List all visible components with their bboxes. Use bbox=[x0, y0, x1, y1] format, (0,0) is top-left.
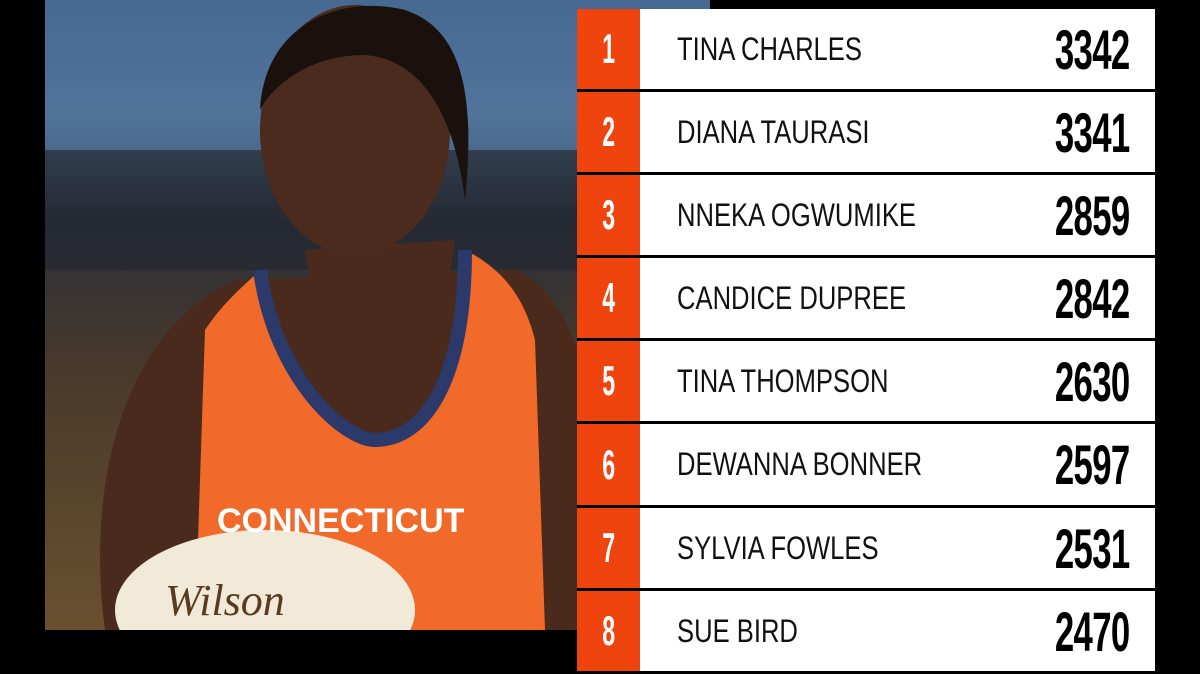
rank-cell: 7 bbox=[577, 508, 640, 588]
leaderboard: 1 TINA CHARLES 3342 2 DIANA TAURASI 3341 3… bbox=[577, 0, 1155, 674]
player-name: NNEKA OGWUMIKE bbox=[677, 196, 916, 233]
rank-number: 6 bbox=[602, 440, 615, 488]
player-name: DEWANNA BONNER bbox=[677, 446, 923, 482]
rank-cell: 3 bbox=[577, 175, 640, 255]
rank-number: 5 bbox=[602, 357, 615, 404]
stat-value: 3342 bbox=[1055, 17, 1130, 81]
rank-number: 1 bbox=[602, 25, 615, 72]
stat-value: 2531 bbox=[1055, 516, 1130, 580]
rank-number: 8 bbox=[602, 607, 615, 654]
rank-cell: 8 bbox=[577, 591, 640, 671]
leaderboard-row: 6 DEWANNA BONNER 2597 bbox=[577, 424, 1155, 508]
leaderboard-row: 4 CANDICE DUPREE 2842 bbox=[577, 258, 1155, 341]
rank-cell: 1 bbox=[577, 9, 640, 89]
player-name: CANDICE DUPREE bbox=[677, 279, 907, 316]
leaderboard-row: 1 TINA CHARLES 3342 bbox=[577, 9, 1155, 92]
player-name: SYLVIA FOWLES bbox=[677, 529, 879, 566]
player-name: DIANA TAURASI bbox=[677, 113, 870, 150]
player-name: TINA CHARLES bbox=[677, 30, 862, 67]
leaderboard-row: 7 SYLVIA FOWLES 2531 bbox=[577, 508, 1155, 591]
stat-value: 2859 bbox=[1055, 183, 1130, 247]
rank-number: 2 bbox=[602, 108, 615, 155]
leaderboard-row: 5 TINA THOMPSON 2630 bbox=[577, 341, 1155, 424]
player-name: TINA THOMPSON bbox=[677, 362, 889, 399]
stat-value: 3341 bbox=[1055, 100, 1130, 164]
leaderboard-row: 8 SUE BIRD 2470 bbox=[577, 591, 1155, 674]
rank-cell: 5 bbox=[577, 341, 640, 421]
rank-cell: 4 bbox=[577, 258, 640, 338]
player-name: SUE BIRD bbox=[677, 612, 798, 649]
stat-value: 2842 bbox=[1055, 266, 1130, 330]
ball-logo: Wilson bbox=[165, 576, 285, 625]
leaderboard-row: 2 DIANA TAURASI 3341 bbox=[577, 92, 1155, 175]
rank-number: 7 bbox=[602, 524, 615, 571]
right-border bbox=[1155, 0, 1200, 630]
stat-value: 2630 bbox=[1055, 349, 1130, 413]
stat-value: 2470 bbox=[1055, 599, 1130, 663]
rank-cell: 2 bbox=[577, 92, 640, 172]
rank-cell: 6 bbox=[577, 424, 640, 505]
stat-value: 2597 bbox=[1055, 433, 1130, 496]
jersey-text: CONNECTICUT bbox=[217, 502, 465, 540]
leaderboard-row: 3 NNEKA OGWUMIKE 2859 bbox=[577, 175, 1155, 258]
rank-number: 4 bbox=[602, 274, 615, 321]
rank-number: 3 bbox=[602, 191, 615, 238]
